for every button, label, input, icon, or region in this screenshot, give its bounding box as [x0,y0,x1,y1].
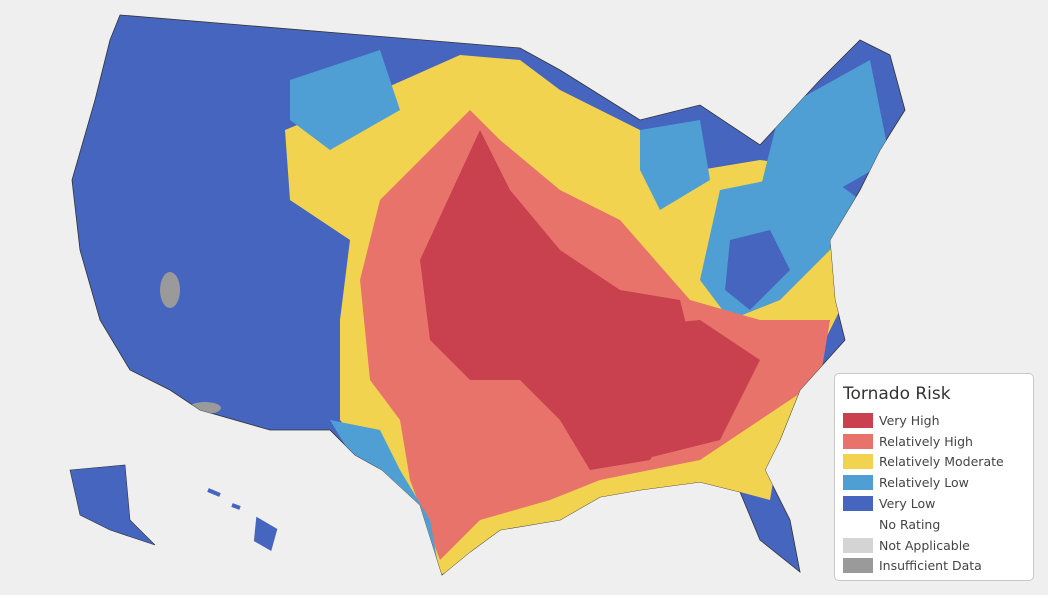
legend-label: Relatively High [879,433,973,449]
legend-swatch [843,496,873,512]
legend-item: Insufficient Data [843,556,1025,577]
legend-swatch [843,475,873,491]
legend-swatch [843,516,873,532]
hawaii [207,488,278,552]
legend-swatch [843,454,873,470]
legend-label: Relatively Low [879,475,969,491]
legend-swatch [843,558,873,574]
legend-label: Relatively Moderate [879,454,1004,470]
legend-label: Very Low [879,496,936,512]
legend-label: No Rating [879,516,941,532]
legend-title: Tornado Risk [843,384,951,404]
legend-item: No Rating [843,514,1025,535]
alaska [69,464,156,546]
legend-label: Not Applicable [879,537,970,553]
legend-swatch [843,412,873,428]
legend-swatch [843,537,873,553]
legend-item: Very High [843,410,1025,431]
legend-label: Very High [879,412,940,428]
legend-label: Insufficient Data [879,558,982,574]
legend-items: Very High Relatively High Relatively Moder… [843,410,1025,576]
legend-item: Relatively Low [843,472,1025,493]
legend-item: Not Applicable [843,535,1025,556]
legend-item: Relatively Moderate [843,452,1025,473]
legend-item: Relatively High [843,431,1025,452]
legend: Tornado Risk Very High Relatively High Rel… [834,373,1034,581]
legend-swatch [843,433,873,449]
legend-item: Very Low [843,493,1025,514]
